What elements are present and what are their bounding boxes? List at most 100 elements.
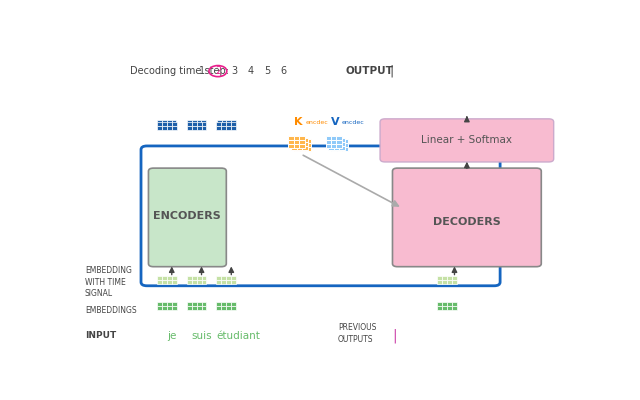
- Bar: [221, 126, 227, 130]
- Bar: [187, 306, 191, 310]
- Bar: [231, 124, 236, 128]
- Bar: [337, 140, 342, 144]
- Bar: [332, 148, 337, 152]
- Bar: [331, 136, 337, 140]
- Bar: [231, 306, 236, 310]
- Bar: [216, 306, 221, 310]
- Bar: [196, 276, 202, 280]
- Bar: [187, 120, 192, 124]
- Bar: [192, 124, 196, 128]
- Bar: [167, 302, 172, 306]
- Bar: [302, 146, 308, 150]
- Bar: [339, 138, 345, 142]
- Bar: [297, 142, 302, 146]
- Bar: [191, 126, 196, 130]
- Bar: [167, 124, 172, 128]
- Bar: [231, 120, 236, 124]
- Bar: [300, 136, 305, 140]
- Bar: [331, 144, 337, 148]
- Bar: [300, 140, 305, 144]
- Bar: [294, 140, 300, 144]
- FancyBboxPatch shape: [392, 168, 541, 267]
- Text: 3: 3: [231, 66, 237, 76]
- Text: Linear + Softmax: Linear + Softmax: [421, 135, 513, 146]
- Bar: [167, 280, 172, 284]
- Bar: [342, 140, 348, 144]
- Bar: [294, 136, 300, 140]
- Bar: [202, 126, 207, 130]
- Bar: [157, 126, 162, 130]
- Bar: [294, 140, 300, 144]
- Bar: [172, 122, 177, 126]
- Bar: [437, 280, 442, 284]
- FancyBboxPatch shape: [380, 119, 554, 162]
- Bar: [300, 148, 305, 152]
- Bar: [162, 276, 167, 280]
- Text: étudiant: étudiant: [217, 331, 260, 341]
- Text: |: |: [389, 64, 394, 78]
- Text: je: je: [167, 331, 177, 341]
- Bar: [342, 144, 348, 148]
- Bar: [187, 122, 191, 126]
- Bar: [196, 302, 202, 306]
- Bar: [231, 280, 236, 284]
- Bar: [157, 280, 162, 284]
- Bar: [221, 122, 227, 126]
- Bar: [187, 124, 192, 128]
- Bar: [332, 140, 337, 144]
- Bar: [305, 140, 310, 144]
- Bar: [339, 142, 345, 146]
- Bar: [196, 126, 202, 130]
- Bar: [328, 142, 334, 146]
- Text: PREVIOUS
OUTPUTS: PREVIOUS OUTPUTS: [338, 324, 376, 344]
- Text: OUTPUT: OUTPUT: [346, 66, 393, 76]
- Bar: [442, 306, 447, 310]
- Bar: [305, 148, 310, 152]
- Text: EMBEDDINGS: EMBEDDINGS: [85, 306, 136, 315]
- Text: 4: 4: [248, 66, 253, 76]
- Bar: [196, 306, 202, 310]
- Bar: [196, 120, 201, 124]
- Bar: [297, 138, 302, 142]
- Bar: [342, 148, 348, 152]
- Bar: [337, 136, 342, 140]
- Bar: [442, 302, 447, 306]
- Bar: [167, 120, 172, 124]
- Bar: [291, 138, 297, 142]
- Bar: [297, 146, 302, 150]
- Bar: [191, 302, 196, 306]
- Bar: [191, 280, 196, 284]
- Bar: [337, 144, 342, 148]
- Bar: [172, 124, 176, 128]
- Bar: [300, 144, 305, 148]
- Bar: [452, 306, 457, 310]
- Bar: [326, 140, 331, 144]
- Bar: [328, 138, 334, 142]
- Bar: [334, 138, 339, 142]
- Bar: [192, 120, 196, 124]
- Text: 2: 2: [215, 66, 221, 76]
- Bar: [172, 302, 177, 306]
- Bar: [221, 276, 227, 280]
- Bar: [332, 144, 337, 148]
- Bar: [196, 122, 202, 126]
- Bar: [331, 140, 337, 144]
- Bar: [305, 144, 310, 148]
- Bar: [337, 144, 342, 148]
- Text: |: |: [393, 329, 397, 343]
- Bar: [300, 140, 305, 144]
- Bar: [201, 120, 206, 124]
- Bar: [437, 302, 442, 306]
- Bar: [300, 144, 305, 148]
- Bar: [302, 138, 308, 142]
- Bar: [227, 126, 231, 130]
- Bar: [191, 306, 196, 310]
- Bar: [162, 120, 167, 124]
- Bar: [216, 126, 221, 130]
- Text: suis: suis: [191, 331, 212, 341]
- Text: 5: 5: [264, 66, 270, 76]
- Bar: [157, 306, 162, 310]
- Bar: [191, 276, 196, 280]
- Bar: [157, 276, 162, 280]
- Text: $\mathbf{K}$: $\mathbf{K}$: [293, 114, 304, 126]
